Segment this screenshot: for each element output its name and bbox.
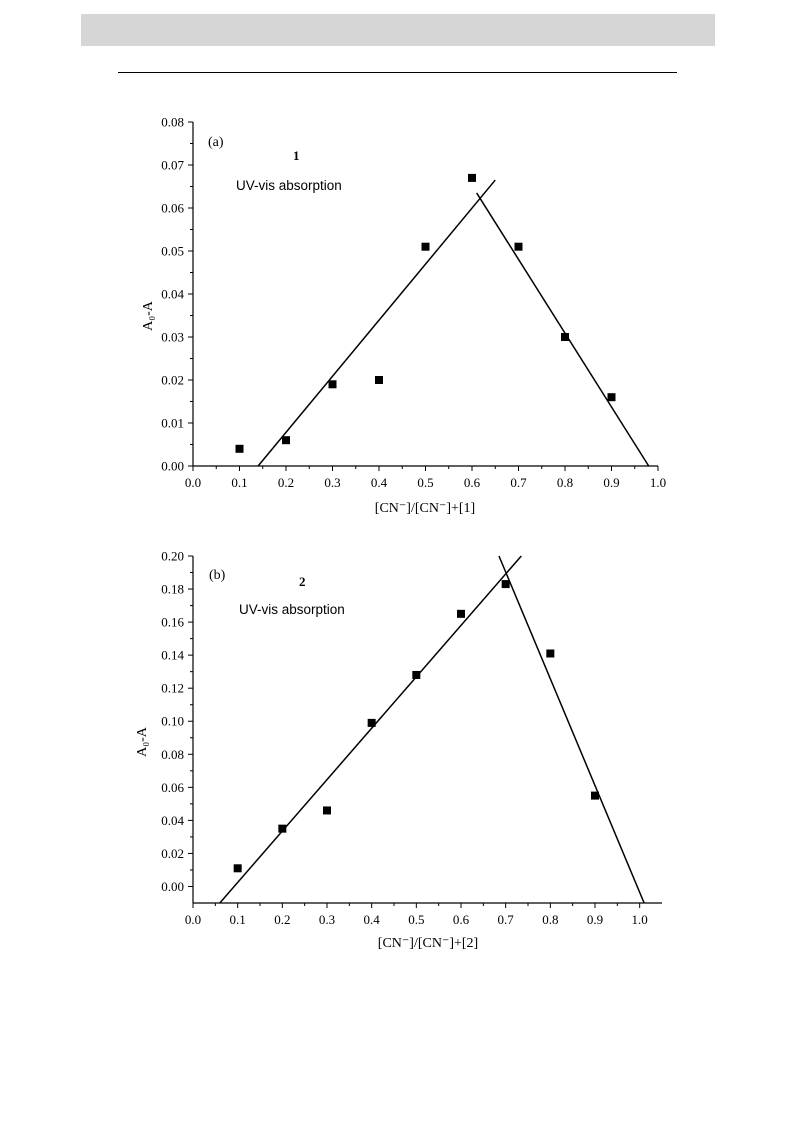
chart-b-compound-label: 2 bbox=[299, 574, 306, 589]
chart-b-data-point bbox=[546, 649, 555, 658]
chart-b-y-tick-label: 0.18 bbox=[161, 582, 184, 597]
chart-a-y-tick-label: 0.07 bbox=[161, 158, 184, 173]
chart-a-y-tick-label: 0.00 bbox=[161, 459, 184, 474]
header-rule bbox=[118, 72, 677, 73]
chart-a-axes: 0.0 0.1 0.2 0.3 0.4 0.5 0.6 0.7 0.8 0.9 1.0 0.00 0.0… bbox=[161, 115, 666, 491]
chart-a-data-point bbox=[561, 333, 569, 341]
chart-b-xlabel: [CN⁻]/[CN⁻]+[2] bbox=[378, 936, 478, 951]
chart-a-fit-lines bbox=[257, 179, 650, 467]
chart-b-x-tick-label: 0.9 bbox=[587, 912, 603, 927]
chart-b-fit-line-1 bbox=[219, 555, 522, 904]
chart-b-y-tick-label: 0.16 bbox=[161, 615, 184, 630]
chart-b-annotation: UV-vis absorption bbox=[239, 602, 345, 617]
chart-a-y-tick-label: 0.08 bbox=[161, 115, 184, 130]
chart-b-x-tick-label: 0.4 bbox=[364, 912, 381, 927]
chart-b-y-tick-label: 0.00 bbox=[161, 879, 184, 894]
chart-b-points bbox=[233, 580, 599, 873]
chart-a-compound-label: 1 bbox=[293, 148, 300, 163]
chart-b-x-tick-label: 0.3 bbox=[319, 912, 335, 927]
chart-b-x-tick-label: 0.8 bbox=[542, 912, 558, 927]
chart-b-y-tick-label: 0.08 bbox=[161, 747, 184, 762]
chart-a-data-point bbox=[328, 380, 337, 389]
chart-a-y-tick-label: 0.01 bbox=[161, 416, 184, 431]
chart-b-data-point bbox=[278, 824, 287, 833]
chart-b-x-tick-label: 0.2 bbox=[274, 912, 290, 927]
chart-a-x-tick-label: 0.7 bbox=[510, 475, 527, 490]
chart-a-x-tick-label: 0.8 bbox=[557, 475, 573, 490]
chart-b-fit-lines bbox=[219, 555, 645, 904]
chart-a-data-point bbox=[607, 393, 616, 402]
chart-a-fit-line-2 bbox=[476, 192, 650, 467]
chart-b-ylabel: A₀-A bbox=[135, 726, 150, 757]
chart-a-x-tick-label: 0.1 bbox=[231, 475, 247, 490]
chart-a: 0.0 0.1 0.2 0.3 0.4 0.5 0.6 0.7 0.8 0.9 1.0 0.00 0.0… bbox=[141, 115, 666, 517]
chart-b-y-tick-label: 0.04 bbox=[161, 813, 184, 828]
chart-a-xlabel: [CN⁻]/[CN⁻]+[1] bbox=[375, 501, 475, 516]
chart-a-x-tick-label: 0.3 bbox=[324, 475, 340, 490]
chart-b-x-tick-label: 0.5 bbox=[408, 912, 424, 927]
chart-b-y-tick-label: 0.14 bbox=[161, 648, 184, 663]
chart-a-data-point bbox=[235, 444, 244, 453]
chart-a-x-tick-label: 1.0 bbox=[650, 475, 666, 490]
chart-a-fit-line-1 bbox=[257, 179, 496, 467]
chart-b-y-tick-label: 0.12 bbox=[161, 681, 184, 696]
page-header-bar bbox=[81, 14, 715, 46]
chart-b-panel-label: (b) bbox=[209, 568, 226, 583]
chart-b-y-tick-label: 0.10 bbox=[161, 714, 184, 729]
chart-b-x-tick-label: 0.7 bbox=[498, 912, 515, 927]
chart-a-annotation: UV-vis absorption bbox=[236, 178, 342, 193]
chart-b-data-point bbox=[323, 806, 331, 815]
chart-a-x-tick-label: 0.9 bbox=[603, 475, 619, 490]
chart-b-y-tick-label: 0.06 bbox=[161, 780, 184, 795]
chart-b-x-tick-label: 0.0 bbox=[185, 912, 201, 927]
chart-a-y-tick-label: 0.06 bbox=[161, 201, 184, 216]
chart-b-x-tick-label: 1.0 bbox=[632, 912, 648, 927]
chart-a-data-point bbox=[282, 436, 290, 445]
chart-a-data-point bbox=[514, 242, 523, 251]
chart-b-axes: 0.0 0.1 0.2 0.3 0.4 0.5 0.6 0.7 0.8 0.9 1.0 0.00 0.0… bbox=[161, 549, 662, 927]
chart-a-data-point bbox=[375, 376, 383, 384]
chart-a-points bbox=[235, 173, 616, 453]
chart-a-y-tick-label: 0.05 bbox=[161, 244, 184, 259]
chart-a-x-tick-label: 0.6 bbox=[464, 475, 481, 490]
chart-b-data-point bbox=[233, 864, 242, 873]
chart-b-fit-line-2 bbox=[498, 555, 645, 904]
chart-a-data-point bbox=[468, 173, 476, 182]
chart-b-data-point bbox=[457, 609, 465, 618]
chart-b-data-point bbox=[501, 580, 510, 589]
chart-b-data-point bbox=[591, 791, 599, 800]
chart-a-ylabel: A₀-A bbox=[141, 300, 156, 331]
chart-a-data-point bbox=[421, 242, 430, 251]
chart-b-data-point bbox=[367, 718, 376, 727]
chart-a-x-tick-label: 0.0 bbox=[185, 475, 201, 490]
chart-a-x-tick-label: 0.2 bbox=[278, 475, 294, 490]
chart-a-y-tick-label: 0.03 bbox=[161, 330, 184, 345]
chart-b-y-tick-label: 0.02 bbox=[161, 846, 184, 861]
chart-b-data-point bbox=[412, 670, 421, 679]
chart-b-x-tick-label: 0.1 bbox=[230, 912, 246, 927]
chart-a-panel-label: (a) bbox=[208, 135, 224, 150]
chart-a-y-tick-label: 0.04 bbox=[161, 287, 184, 302]
chart-b-x-tick-label: 0.6 bbox=[453, 912, 470, 927]
chart-a-x-tick-label: 0.5 bbox=[417, 475, 433, 490]
chart-b-y-tick-label: 0.20 bbox=[161, 549, 184, 564]
chart-a-x-tick-label: 0.4 bbox=[371, 475, 388, 490]
chart-a-y-tick-label: 0.02 bbox=[161, 373, 184, 388]
